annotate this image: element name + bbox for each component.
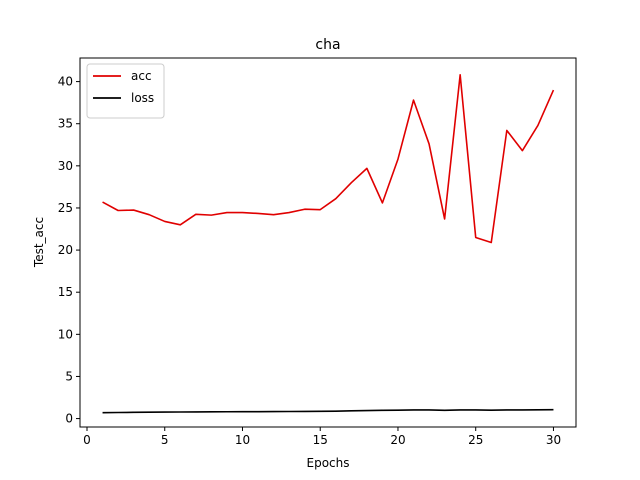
- series-line-acc: [102, 74, 555, 244]
- x-tick-label: 25: [468, 433, 483, 447]
- x-tick-label: 0: [83, 433, 91, 447]
- x-tick-label: 30: [546, 433, 561, 447]
- chart-title: cha: [315, 37, 340, 53]
- legend-label-loss: loss: [131, 91, 154, 105]
- y-axis-label: Test_acc: [32, 217, 46, 268]
- y-tick-label: 30: [58, 159, 73, 173]
- plot-area: [102, 74, 555, 414]
- y-tick-label: 20: [58, 243, 73, 257]
- x-tick-label: 10: [235, 433, 250, 447]
- x-axis: 0 5 10 15 20 25 30: [83, 427, 561, 447]
- plot-frame: [79, 57, 577, 428]
- series-line-loss: [102, 408, 554, 414]
- x-tick-label: 15: [313, 433, 328, 447]
- y-axis: 0 5 10 15 20 25 30 35 40: [58, 75, 80, 426]
- x-axis-label: Epochs: [307, 456, 350, 470]
- legend: acc loss: [86, 63, 165, 119]
- y-tick-label: 10: [58, 327, 73, 341]
- y-tick-label: 35: [58, 117, 73, 131]
- x-tick-label: 5: [161, 433, 169, 447]
- y-tick-label: 5: [65, 369, 73, 383]
- y-tick-label: 40: [58, 75, 73, 89]
- y-tick-label: 15: [58, 285, 73, 299]
- x-tick-label: 20: [390, 433, 405, 447]
- legend-label-acc: acc: [131, 69, 152, 83]
- legend-box: [86, 63, 165, 119]
- y-tick-label: 0: [65, 412, 73, 426]
- y-tick-label: 25: [58, 201, 73, 215]
